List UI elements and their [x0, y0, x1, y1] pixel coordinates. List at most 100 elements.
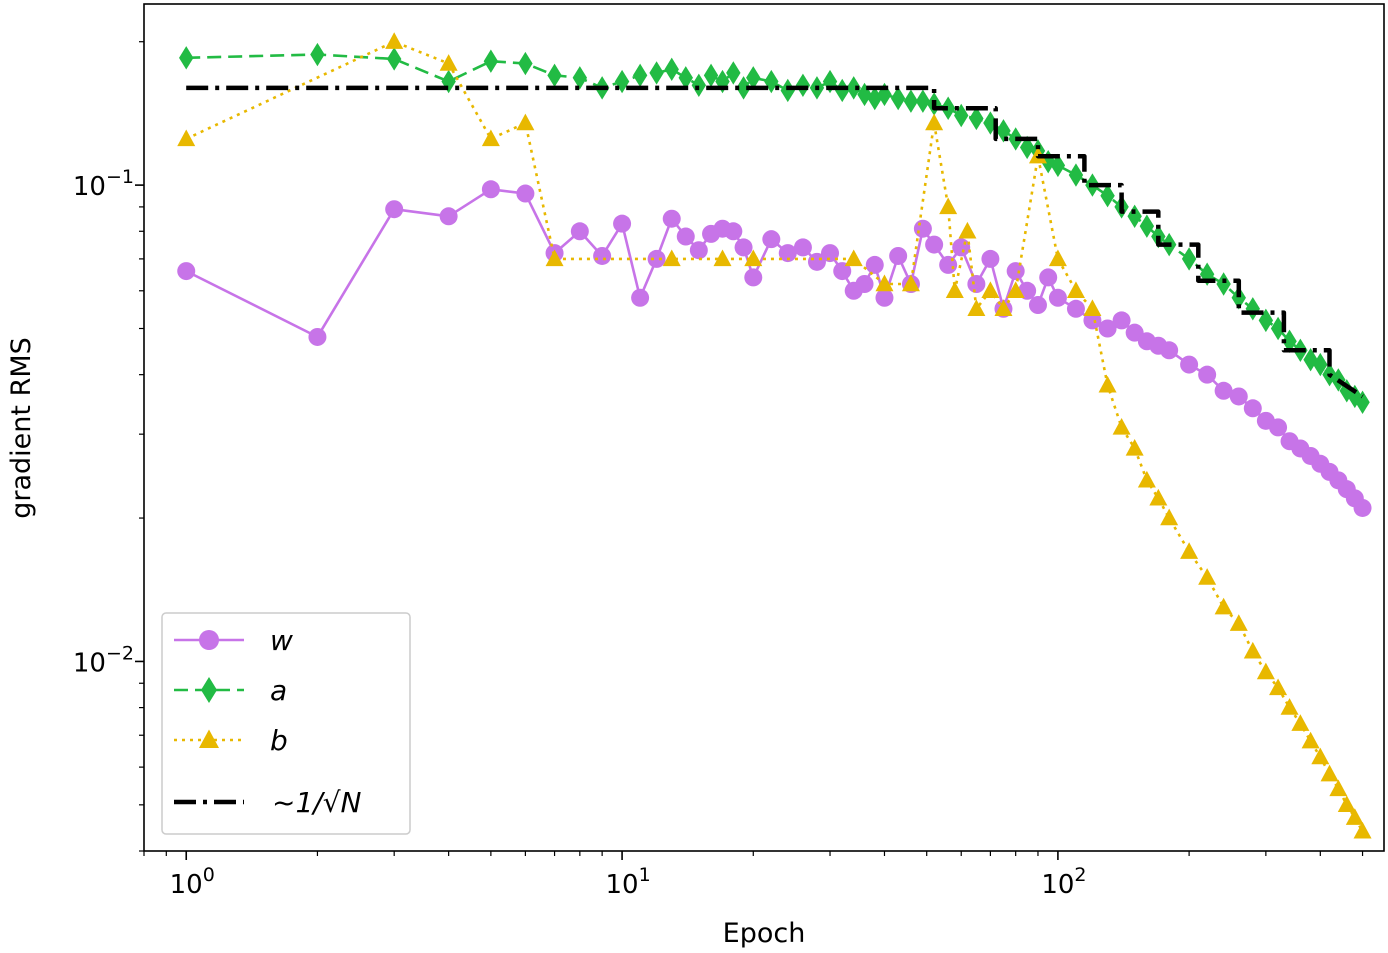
- data-point: [780, 78, 795, 103]
- data-point: [807, 252, 826, 271]
- data-point: [940, 96, 956, 120]
- data-point: [939, 255, 958, 274]
- data-point: [1048, 288, 1067, 307]
- data-point: [1137, 470, 1156, 488]
- data-point: [1050, 153, 1066, 178]
- legend-label: w: [270, 624, 293, 657]
- data-point: [875, 288, 894, 307]
- data-point: [632, 63, 648, 88]
- data-point: [1112, 311, 1131, 330]
- data-point: [570, 222, 589, 241]
- data-point: [1198, 365, 1217, 384]
- data-point: [662, 249, 681, 267]
- data-point: [1269, 678, 1288, 696]
- data-point: [1149, 488, 1168, 506]
- data-point: [516, 184, 535, 203]
- data-point: [1006, 281, 1025, 298]
- data-point: [954, 103, 969, 128]
- data-point: [901, 274, 920, 292]
- data-point: [889, 246, 908, 265]
- data-point: [890, 86, 906, 111]
- x-axis-label: Epoch: [723, 918, 806, 949]
- data-point: [516, 113, 535, 131]
- data-point: [1301, 731, 1320, 749]
- data-point: [981, 249, 1000, 268]
- data-point: [310, 42, 325, 67]
- data-point: [821, 244, 840, 263]
- data-point: [177, 262, 196, 281]
- data-point: [1112, 417, 1131, 435]
- data-point: [1041, 149, 1056, 174]
- data-point: [662, 209, 681, 228]
- data-point: [795, 73, 811, 98]
- data-point: [664, 57, 679, 82]
- data-point: [855, 275, 874, 294]
- data-point: [1098, 375, 1117, 393]
- data-point: [1214, 597, 1233, 615]
- data-point: [1256, 662, 1275, 680]
- data-point: [835, 78, 850, 103]
- data-point: [1083, 299, 1102, 316]
- data-point: [613, 214, 632, 233]
- data-point: [1320, 764, 1339, 782]
- data-point: [1231, 286, 1246, 310]
- data-point: [1313, 352, 1328, 377]
- legend-marker: [199, 630, 219, 650]
- data-point: [1180, 542, 1199, 559]
- data-point: [1180, 355, 1199, 374]
- data-point: [913, 219, 932, 238]
- data-point: [1006, 262, 1025, 281]
- data-point: [967, 299, 986, 316]
- data-point: [1066, 281, 1085, 298]
- legend-label: a: [270, 674, 287, 707]
- data-point: [1125, 438, 1144, 456]
- data-point: [1258, 308, 1274, 333]
- data-point: [439, 207, 458, 226]
- data-point: [865, 255, 884, 274]
- data-point: [1229, 387, 1248, 406]
- data-point: [1019, 135, 1035, 160]
- data-point: [547, 63, 562, 88]
- data-point: [793, 238, 812, 257]
- data-point: [439, 54, 458, 71]
- x-tick-label: 102: [1041, 864, 1086, 900]
- y-tick-label: 10−1: [73, 166, 134, 202]
- data-point: [1160, 341, 1179, 360]
- data-point: [952, 238, 971, 257]
- data-point: [778, 244, 797, 263]
- data-point: [647, 249, 666, 268]
- data-point: [1280, 698, 1299, 715]
- data-point: [833, 262, 852, 281]
- data-point: [925, 235, 944, 254]
- data-point: [678, 66, 693, 90]
- legend-entry: b: [174, 724, 288, 757]
- data-point: [385, 32, 404, 49]
- data-point: [1214, 381, 1233, 400]
- data-point: [1345, 808, 1364, 825]
- data-point: [736, 76, 751, 100]
- data-point: [744, 249, 763, 267]
- data-point: [386, 47, 402, 71]
- x-tick-label: 101: [605, 864, 650, 900]
- series-2: [179, 42, 1370, 414]
- legend-box: [161, 612, 411, 835]
- data-point: [1181, 247, 1197, 271]
- data-point: [545, 249, 564, 267]
- data-point: [1160, 508, 1179, 526]
- legend-marker: [201, 677, 217, 703]
- series-4: [186, 85, 1364, 399]
- data-point: [572, 66, 588, 90]
- plot-frame: [143, 3, 1385, 852]
- data-point: [676, 227, 695, 246]
- legend-label: ~1/√N: [272, 786, 362, 819]
- data-point: [481, 129, 500, 147]
- legend-entry: ~1/√N: [174, 786, 362, 819]
- legend-marker: [199, 729, 219, 748]
- y-axis-label: gradient RMS: [6, 337, 37, 519]
- data-point: [1028, 146, 1047, 164]
- legend-entry: w: [174, 624, 293, 657]
- data-point: [875, 274, 894, 292]
- data-point: [846, 76, 861, 100]
- data-point: [1098, 319, 1117, 338]
